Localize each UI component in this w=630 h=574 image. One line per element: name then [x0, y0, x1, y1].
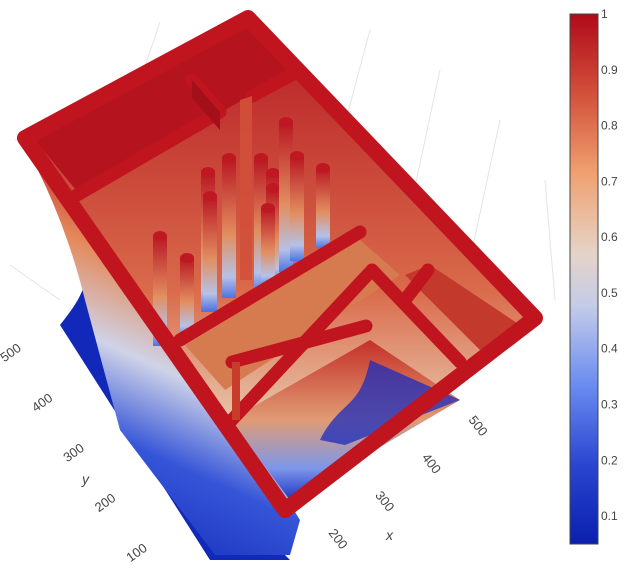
wall-interior [173, 225, 367, 347]
wall-interior [245, 66, 302, 103]
wall-outer [17, 10, 543, 518]
colorbar-tick-label: 0.7 [601, 174, 618, 188]
colorbar-tick-label: 1 [601, 7, 608, 21]
x-axis-title: x [385, 527, 394, 543]
pillar [261, 203, 275, 288]
colorbar-gradient [569, 13, 599, 545]
x-axis-tick-label: 500 [466, 413, 491, 439]
y-axis-tick-label: 300 [60, 440, 86, 465]
pillar [203, 191, 217, 311]
x-axis-tick-label: 400 [419, 450, 444, 476]
y-axis-tick-label: 400 [29, 390, 55, 415]
wall-interior [223, 263, 467, 429]
colorbar-tick-label: 0.5 [601, 286, 618, 300]
wall-faces [192, 80, 252, 420]
pillar [290, 151, 304, 261]
colorbar-tick-label: 0.9 [601, 63, 618, 77]
walls [17, 10, 543, 518]
y-axis-tick-label: 500 [0, 340, 24, 365]
pillar [316, 163, 330, 248]
colorbar-tick-label: 0.8 [601, 119, 618, 133]
pillar [279, 117, 293, 272]
colorbar-tick-label: 0.4 [601, 342, 618, 356]
colorbar-ticks: 0.1 0.2 0.3 0.4 0.5 0.6 0.7 0.8 0.9 1 [601, 7, 618, 523]
wall-interior [398, 263, 435, 307]
y-axis-title: y [81, 471, 90, 487]
colorbar: 0.1 0.2 0.3 0.4 0.5 0.6 0.7 0.8 0.9 1 [569, 7, 618, 545]
x-axis-tick-label: 300 [372, 488, 397, 514]
y-axis-tick-label: 200 [92, 490, 118, 515]
colorbar-tick-label: 0.2 [601, 453, 618, 467]
x-axis-tick-label: 200 [326, 526, 351, 552]
pillar [180, 253, 194, 338]
colorbar-tick-label: 0.6 [601, 230, 618, 244]
colorbar-tick-label: 0.1 [601, 509, 618, 523]
pillar [222, 153, 236, 298]
colorbar-tick-label: 0.3 [601, 398, 618, 412]
y-axis-tick-label: 100 [123, 540, 149, 565]
